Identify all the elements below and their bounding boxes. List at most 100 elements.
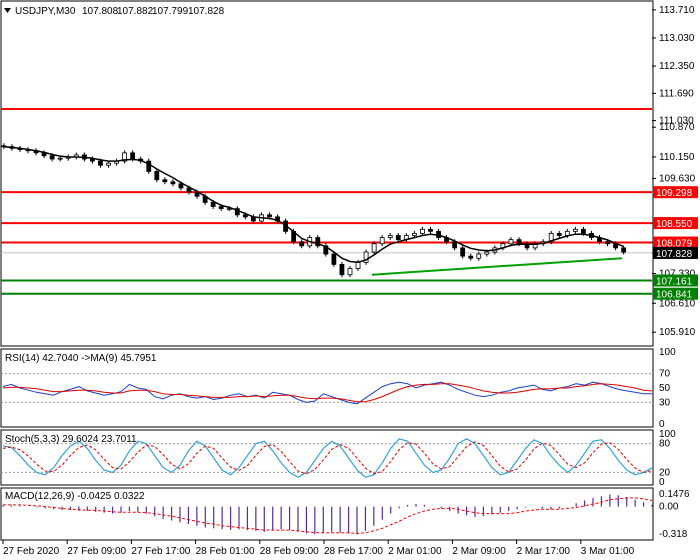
- price-tick-label: 110.150: [659, 152, 695, 163]
- ohlc-close: 107.828: [188, 6, 225, 17]
- candle-body: [621, 247, 627, 253]
- time-tick-label: 2 Mar 01:00: [388, 546, 442, 557]
- time-tick-label: 28 Feb 17:00: [324, 546, 383, 557]
- rsi-title: RSI(14) 42.7040 ->MA(9) 45.7951: [5, 353, 157, 364]
- price-badge: [653, 246, 698, 259]
- candle-body: [57, 157, 63, 160]
- macd-tick-label: 0.1476: [659, 489, 690, 500]
- time-tick-label: 27 Feb 2020: [3, 546, 60, 557]
- candle-body: [242, 214, 248, 218]
- candle-body: [299, 241, 305, 247]
- price-tick-label: 113.710: [659, 5, 695, 16]
- time-tick-label: 27 Feb 09:00: [67, 546, 126, 557]
- time-tick-label: 3 Mar 01:00: [581, 546, 635, 557]
- macd-signal-line: [3, 497, 653, 535]
- price-panel[interactable]: [0, 0, 654, 347]
- candle-body: [339, 264, 345, 276]
- stoch-panel[interactable]: [0, 429, 654, 486]
- candle-body: [420, 228, 425, 234]
- candle-body: [267, 214, 272, 218]
- price-tick-label: 113.030: [659, 33, 695, 44]
- candle-body: [572, 228, 578, 232]
- candle-body: [476, 253, 482, 259]
- moving-average-line: [3, 145, 624, 264]
- stoch-main-line: [2, 438, 653, 478]
- candle-body: [468, 255, 474, 259]
- time-tick-label: 28 Feb 01:00: [196, 546, 255, 557]
- time-tick-label: 27 Feb 17:00: [131, 546, 190, 557]
- candle-body: [122, 152, 128, 162]
- candle-body: [130, 152, 136, 160]
- candle-body: [556, 233, 562, 236]
- candle-body: [516, 239, 522, 245]
- candle-body: [162, 179, 168, 183]
- candle-body: [49, 155, 55, 160]
- rsi-tick-label: 70: [659, 369, 671, 380]
- price-badge: [653, 287, 698, 300]
- macd-panel[interactable]: [0, 487, 654, 541]
- candle-body: [605, 241, 610, 245]
- stoch-tick-label: 0: [659, 477, 665, 488]
- triangle-down-icon[interactable]: [4, 8, 11, 13]
- rsi-tick-label: 30: [659, 397, 671, 408]
- rsi-tick-label: 50: [659, 383, 671, 394]
- price-tick-label: 107.330: [659, 269, 696, 280]
- candle-body: [387, 235, 393, 238]
- candle-body: [146, 160, 152, 172]
- price-badge-label: 109.298: [656, 188, 693, 199]
- price-badge: [653, 217, 698, 230]
- stoch-signal-line: [2, 441, 653, 475]
- time-tick-label: 2 Mar 17:00: [517, 546, 571, 557]
- price-badge: [653, 274, 698, 287]
- candle-body: [484, 251, 490, 255]
- rsi-tick-label: 100: [659, 347, 676, 358]
- macd-tick-label: -0.318: [659, 529, 688, 540]
- candle-body: [379, 237, 385, 245]
- candle-body: [355, 261, 361, 269]
- price-badge-label: 108.079: [656, 239, 693, 250]
- trendline: [371, 257, 623, 276]
- candle-body: [395, 235, 401, 241]
- candle-body: [371, 243, 377, 253]
- macd-title: MACD(12,26,9) -0.0425 0.0322: [5, 491, 145, 502]
- rsi-panel[interactable]: [0, 348, 654, 428]
- candle-body: [98, 160, 103, 166]
- macd-tick-label: 0.00: [659, 502, 679, 513]
- candle-body: [154, 171, 160, 181]
- candle-body: [548, 233, 554, 243]
- ohlc-low: 107.799: [152, 6, 189, 17]
- time-tick-label: 28 Feb 09:00: [260, 546, 319, 557]
- price-tick-label: 106.610: [659, 298, 696, 309]
- candle-body: [106, 162, 111, 166]
- price-badge-label: 107.161: [656, 276, 693, 287]
- rsi-ma-line: [2, 383, 653, 403]
- candle-body: [581, 228, 586, 234]
- stoch-title: Stoch(5,3,3) 29.6024 23.7011: [5, 434, 137, 445]
- time-tick-label: 2 Mar 09:00: [452, 546, 506, 557]
- price-badge-label: 107.828: [656, 249, 693, 260]
- candle-body: [331, 253, 337, 265]
- price-badge: [653, 236, 698, 249]
- rsi-tick-label: 0: [659, 419, 665, 430]
- candle-body: [411, 233, 417, 236]
- candle-body: [210, 202, 216, 207]
- price-badge-label: 106.841: [656, 290, 693, 301]
- candle-body: [186, 187, 192, 193]
- candle-body: [170, 181, 176, 185]
- candle-body: [218, 206, 224, 210]
- ohlc-open: 107.808: [82, 6, 119, 17]
- stoch-tick-label: 100: [659, 429, 676, 440]
- price-tick-label: 111.030: [659, 116, 694, 127]
- candle-body: [178, 183, 184, 189]
- candle-body: [452, 241, 458, 249]
- candle-body: [226, 208, 232, 211]
- candle-body: [90, 158, 95, 162]
- ohlc-high: 107.882: [117, 6, 154, 17]
- candle-body: [428, 228, 433, 232]
- candle-body: [363, 251, 369, 263]
- price-badge-label: 108.550: [656, 219, 693, 230]
- candle-body: [315, 237, 321, 247]
- price-tick-label: 110.870: [659, 122, 695, 133]
- candle-body: [460, 247, 466, 257]
